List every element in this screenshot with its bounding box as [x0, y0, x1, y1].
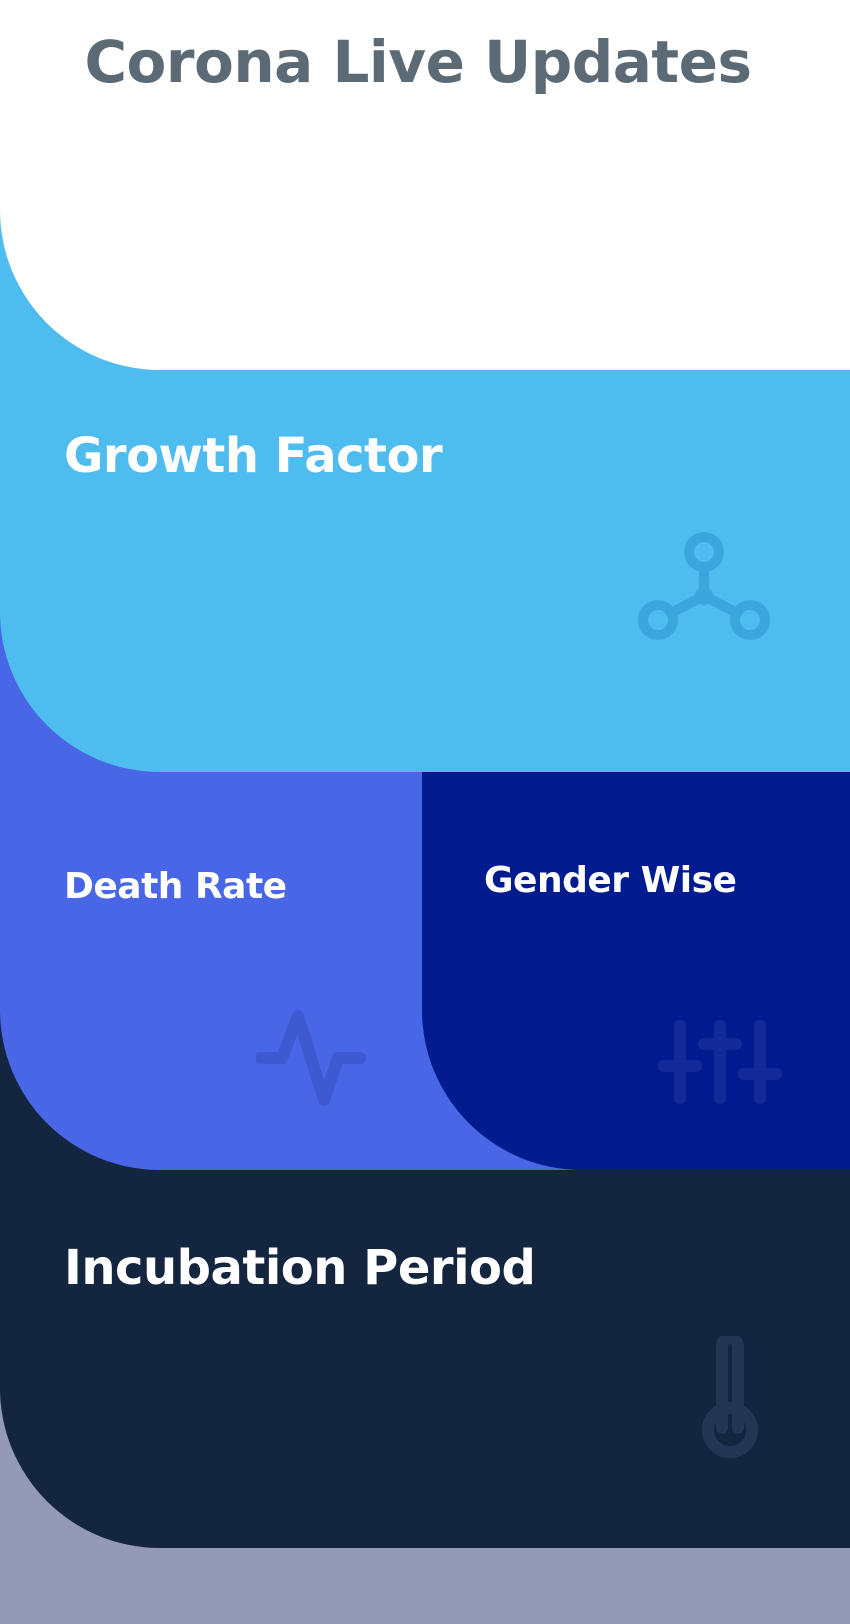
header-panel: Corona Live Updates: [0, 0, 850, 370]
app-title: Corona Live Updates: [84, 28, 752, 96]
network-nodes-icon: [638, 532, 770, 640]
incubation-period-title: Incubation Period: [64, 1240, 536, 1296]
growth-factor-title: Growth Factor: [64, 428, 443, 484]
sliders-icon: [658, 1020, 782, 1104]
thermometer-icon: [702, 1336, 758, 1458]
gender-wise-card[interactable]: Gender Wise: [422, 772, 850, 1170]
death-rate-title: Death Rate: [64, 866, 287, 907]
pulse-icon: [256, 1010, 366, 1106]
gender-wise-title: Gender Wise: [484, 860, 737, 901]
